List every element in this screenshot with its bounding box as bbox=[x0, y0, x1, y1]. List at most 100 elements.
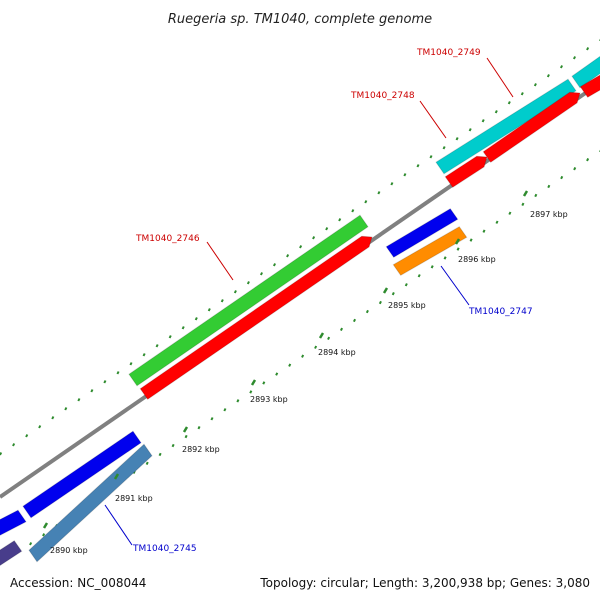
major-tick bbox=[250, 379, 257, 386]
minor-tick bbox=[145, 461, 149, 466]
minor-tick bbox=[197, 425, 201, 430]
gene-arrow[interactable] bbox=[571, 52, 600, 89]
minor-tick bbox=[0, 452, 3, 456]
minor-tick bbox=[42, 533, 46, 537]
minor-tick bbox=[259, 272, 264, 276]
minor-tick bbox=[468, 128, 472, 132]
minor-tick bbox=[155, 344, 159, 348]
major-tick bbox=[182, 426, 189, 433]
minor-tick bbox=[325, 227, 329, 231]
minor-tick bbox=[456, 247, 460, 251]
minor-tick bbox=[377, 191, 381, 195]
gene-label-leader bbox=[440, 265, 470, 306]
major-ticks: 2890 kbp 2891 kbp 2892 kbp 2893 kbp 2894… bbox=[42, 190, 568, 555]
minor-tick bbox=[482, 229, 486, 233]
gene-label-leader bbox=[206, 241, 234, 281]
major-tick bbox=[42, 522, 49, 529]
major-tick bbox=[522, 190, 529, 197]
minor-tick bbox=[12, 443, 16, 447]
topology-text: Topology: circular; Length: 3,200,938 bp… bbox=[259, 576, 590, 590]
minor-tick bbox=[327, 336, 331, 341]
minor-tick bbox=[378, 300, 382, 305]
minor-tick bbox=[272, 263, 277, 267]
minor-tick bbox=[352, 318, 357, 323]
minor-tick bbox=[233, 290, 237, 294]
map-title: Ruegeria sp. TM1040, complete genome bbox=[168, 12, 432, 27]
minor-tick bbox=[533, 83, 537, 87]
tick-label: 2896 kbp bbox=[458, 255, 496, 264]
major-tick bbox=[454, 238, 461, 245]
gene-arrow[interactable] bbox=[579, 74, 600, 98]
minor-tick bbox=[430, 265, 434, 269]
minor-tick bbox=[351, 209, 355, 213]
minor-tick bbox=[573, 166, 577, 171]
gene-label[interactable]: TM1040_2749 bbox=[416, 48, 481, 58]
tick-label: 2895 kbp bbox=[388, 301, 426, 310]
minor-tick bbox=[142, 353, 146, 357]
gene-arrow[interactable] bbox=[444, 155, 488, 188]
minor-tick bbox=[116, 371, 120, 375]
minor-tick bbox=[586, 47, 590, 51]
minor-tick bbox=[442, 146, 446, 150]
minor-tick bbox=[404, 283, 408, 287]
minor-tick bbox=[364, 200, 368, 204]
minor-tick bbox=[560, 175, 564, 180]
minor-tick bbox=[236, 399, 240, 403]
minor-tick bbox=[129, 362, 133, 366]
minor-tick bbox=[299, 245, 303, 249]
minor-tick bbox=[403, 173, 407, 177]
major-tick bbox=[318, 332, 325, 339]
minor-tick bbox=[546, 74, 550, 78]
minor-tick bbox=[586, 157, 590, 162]
gene-label-leader bbox=[486, 57, 514, 98]
minor-tick bbox=[77, 398, 81, 402]
minor-tick bbox=[158, 452, 162, 457]
major-tick bbox=[382, 287, 389, 294]
gene-arrow[interactable] bbox=[128, 214, 369, 387]
gene-arrow[interactable] bbox=[0, 540, 23, 567]
minor-tick bbox=[507, 101, 511, 105]
tick-label: 2897 kbp bbox=[530, 210, 568, 219]
gene-label[interactable]: TM1040_2747 bbox=[468, 307, 533, 317]
minor-tick bbox=[495, 220, 499, 224]
tick-label: 2894 kbp bbox=[318, 348, 356, 357]
gene-arrow[interactable] bbox=[392, 226, 468, 276]
tick-label: 2891 kbp bbox=[115, 494, 153, 503]
gene-arrows bbox=[0, 52, 600, 567]
gene-arrow[interactable] bbox=[482, 91, 581, 163]
gene-arrow[interactable] bbox=[22, 430, 142, 519]
minor-tick bbox=[391, 291, 395, 296]
minor-tick bbox=[262, 381, 266, 385]
gene-arrow[interactable] bbox=[139, 235, 373, 400]
minor-tick bbox=[275, 372, 279, 376]
gene-arrow[interactable] bbox=[28, 443, 153, 563]
minor-tick bbox=[416, 164, 420, 168]
minor-tick bbox=[301, 354, 305, 358]
tick-label: 2893 kbp bbox=[250, 395, 288, 404]
major-tick bbox=[113, 473, 120, 480]
tick-label: 2892 kbp bbox=[182, 445, 220, 454]
gene-arrow[interactable] bbox=[385, 208, 459, 258]
gene-label[interactable]: TM1040_2748 bbox=[350, 91, 415, 101]
minor-tick bbox=[312, 236, 316, 240]
minor-tick bbox=[184, 434, 188, 439]
minor-tick bbox=[469, 238, 473, 242]
minor-tick bbox=[90, 389, 94, 393]
minor-tick bbox=[429, 155, 433, 159]
gene-label[interactable]: TM1040_2745 bbox=[132, 544, 197, 554]
minor-tick bbox=[51, 416, 55, 420]
outer-minor-ticks bbox=[0, 38, 600, 456]
minor-tick bbox=[481, 119, 485, 123]
gene-label-leader bbox=[419, 100, 447, 139]
minor-tick bbox=[521, 202, 525, 207]
minor-tick bbox=[181, 326, 185, 330]
tick-label: 2890 kbp bbox=[50, 546, 88, 555]
minor-tick bbox=[288, 363, 292, 367]
minor-tick bbox=[64, 407, 68, 411]
minor-tick bbox=[38, 425, 42, 429]
gene-label[interactable]: TM1040_2746 bbox=[135, 234, 200, 244]
minor-tick bbox=[25, 434, 29, 438]
minor-tick bbox=[246, 281, 250, 285]
gene-arrow[interactable] bbox=[435, 78, 577, 175]
gene-arrow[interactable] bbox=[0, 509, 27, 536]
